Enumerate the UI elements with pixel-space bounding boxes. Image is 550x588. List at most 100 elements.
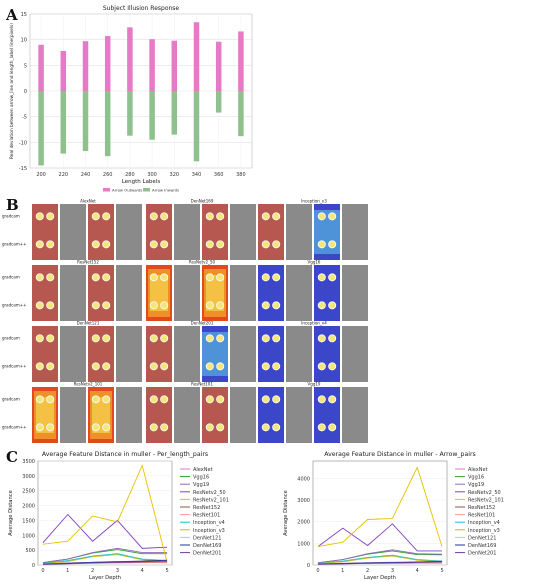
heatmap-blob [102, 423, 111, 432]
line-chart-legend-label: DenNet201 [468, 551, 496, 557]
heatmap-background [258, 265, 284, 321]
heatmap-blob [317, 423, 326, 432]
heatmap-blob [160, 334, 169, 343]
heatmap-blob [216, 301, 225, 310]
line-chart-legend-label: ResNetv2_50 [193, 490, 226, 496]
line-chart-ytick-label: 0 [32, 563, 35, 569]
heatmap-blob [149, 423, 158, 432]
chart-a-ytick-label: -5 [22, 115, 27, 121]
gradcam-heatmap-tile [202, 326, 228, 382]
heatmap-background [32, 204, 58, 260]
line-chart-ytick-label: 1000 [22, 533, 35, 539]
heatmap-blob [328, 301, 337, 310]
heatmap-blob [317, 334, 326, 343]
line-chart-ytick-label: 2000 [22, 504, 35, 510]
chart-a-xtick-label: 360 [214, 172, 224, 178]
line-chart-legend-label: Inception_v4 [468, 520, 500, 526]
chart-a-bar-outwards [60, 50, 67, 91]
heatmap-blob [272, 362, 281, 371]
gradcam-heatmap-tile [146, 265, 172, 321]
line-chart-ytick-label: 3000 [22, 474, 35, 480]
gradcam-gray-tile [60, 326, 86, 382]
heatmap-blob [102, 362, 111, 371]
chart-a-xtick-label: 260 [103, 172, 113, 178]
heatmap-blob [149, 301, 158, 310]
heatmap-blob [261, 212, 270, 221]
heatmap-blob [102, 240, 111, 249]
chart-a-ytick-label: -15 [19, 166, 27, 172]
gradcam-gray-tile [116, 326, 142, 382]
line-series-resnetv2_101 [42, 464, 168, 563]
gradcam-row-label: gradcam++ [2, 302, 26, 307]
heatmap-blob [102, 273, 111, 282]
panel-label-b: B [6, 196, 19, 214]
chart-a-xtick-label: 200 [36, 172, 46, 178]
line-chart-legend-label: DenNet201 [193, 551, 221, 557]
line-chart-legend-label: DenNet121 [193, 535, 221, 541]
line-chart-legend-label: DenNet169 [468, 543, 496, 549]
gradcam-row-label: gradcam [2, 274, 20, 279]
gradcam-heatmap-tile [258, 204, 284, 260]
gradcam-gray-tile [116, 204, 142, 260]
heatmap-blob [216, 240, 225, 249]
gradcam-row-label: gradcam++ [2, 363, 26, 368]
heatmap-blob [216, 362, 225, 371]
line-chart-legend-label: ResNet152 [468, 505, 495, 511]
line-series-resnetv2_50 [317, 523, 443, 552]
line-chart-ytick-label: 3500 [22, 459, 35, 465]
line-chart-xtick-label: 4 [416, 568, 419, 574]
heatmap-blob [328, 362, 337, 371]
chart-a-xtick-label: 380 [236, 172, 246, 178]
chart-a-bar-inwards [238, 91, 244, 137]
heatmap-background [88, 265, 114, 321]
heatmap-blob [35, 273, 44, 282]
heatmap-blob [261, 362, 270, 371]
gradcam-heatmap-tile [146, 387, 172, 443]
gradcam-heatmap-tile [88, 265, 114, 321]
heatmap-blob [216, 212, 225, 221]
heatmap-blob [35, 362, 44, 371]
heatmap-blob [91, 362, 100, 371]
heatmap-blob [261, 301, 270, 310]
chart-a-ytick-label: 10 [21, 38, 27, 44]
line-chart-ytick-label: 3000 [297, 498, 310, 504]
heatmap-blob [205, 273, 214, 282]
heatmap-background [258, 387, 284, 443]
heatmap-background [202, 387, 228, 443]
heatmap-blob [216, 334, 225, 343]
heatmap-blob [216, 395, 225, 404]
gradcam-heatmap-tile [88, 387, 114, 443]
line-chart-legend-label: Inception_v3 [468, 528, 500, 534]
chart-a-ytick-label: 0 [24, 89, 27, 95]
chart-a-bar-inwards [149, 91, 155, 140]
heatmap-blob [160, 395, 169, 404]
heatmap-blob [35, 212, 44, 221]
line-chart-legend-label: ResNet101 [468, 513, 495, 519]
chart-a-xtick-label: 320 [170, 172, 180, 178]
gradcam-heatmap-tile [32, 326, 58, 382]
chart-a-bar-outwards [127, 27, 133, 92]
heatmap-blob [102, 301, 111, 310]
chart-a-bar-inwards [215, 91, 222, 113]
gradcam-gray-tile [60, 204, 86, 260]
heatmap-blob [328, 273, 337, 282]
line-series-inception_v4 [42, 553, 168, 564]
heatmap-blob [261, 423, 270, 432]
heatmap-blob [160, 423, 169, 432]
gradcam-heatmap-tile [258, 326, 284, 382]
gradcam-gray-tile [230, 204, 256, 260]
chart-a-bar-outwards [82, 41, 89, 91]
heatmap-blob [149, 334, 158, 343]
line-chart-legend-label: AlexNet [468, 467, 488, 473]
gradcam-model-title: ResNetv2_50 [189, 260, 216, 265]
heatmap-background [146, 326, 172, 382]
gradcam-gray-tile [174, 326, 200, 382]
line-chart-xlabel: Layer Depth [89, 575, 121, 581]
line-series-dennet201 [42, 560, 168, 565]
chart-a-ylabel: Real deviation between arrow_line and le… [9, 23, 15, 159]
line-chart-ytick-label: 0 [307, 563, 310, 569]
line-chart-xtick-label: 1 [341, 568, 344, 574]
line-chart-xlabel: Layer Depth [364, 575, 396, 581]
gradcam-model-title: ResNet152 [77, 260, 99, 265]
chart-a-legend-swatch [103, 188, 110, 192]
